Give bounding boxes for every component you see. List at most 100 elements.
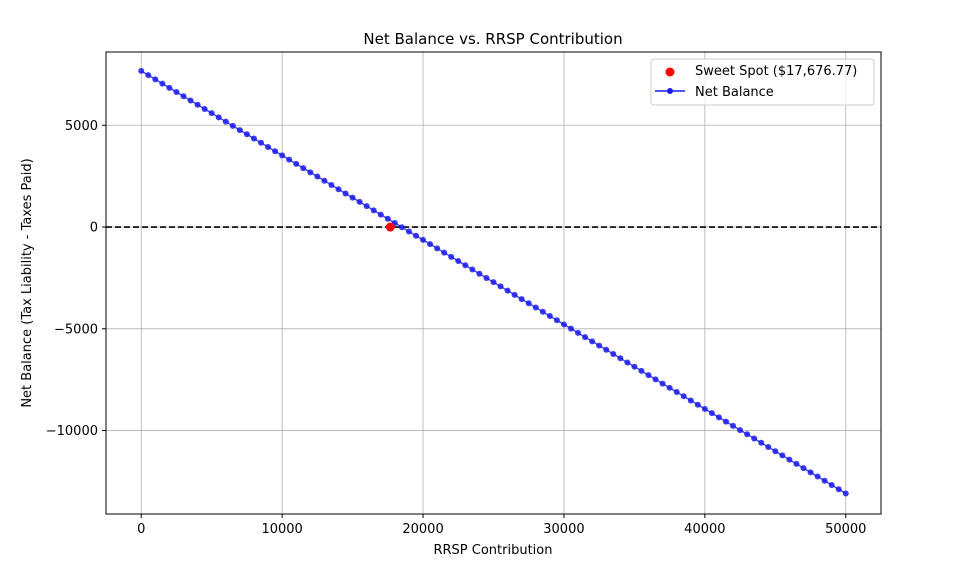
net-balance-point [293, 160, 300, 167]
plot-area [105, 51, 882, 515]
net-balance-point [687, 397, 694, 404]
net-balance-point [511, 291, 518, 298]
net-balance-point [539, 308, 546, 315]
net-balance-point [765, 443, 772, 450]
net-balance-point [546, 312, 553, 319]
net-balance-point [180, 93, 187, 100]
legend: Sweet Spot ($17,676.77) Net Balance [650, 58, 875, 106]
net-balance-point [194, 101, 201, 108]
net-balance-point [420, 236, 427, 243]
y-tick-label: −5000 [54, 322, 98, 337]
net-balance-point [490, 279, 497, 286]
x-tick-label: 30000 [543, 522, 584, 537]
legend-net-balance-point-swatch [667, 88, 673, 94]
net-balance-point [398, 224, 405, 231]
x-tick-label: 20000 [402, 522, 443, 537]
net-balance-point [455, 258, 462, 265]
x-gridlines [140, 52, 847, 514]
net-balance-point [413, 232, 419, 239]
net-balance-point [307, 169, 314, 176]
net-balance-point [652, 376, 659, 383]
net-balance-point [427, 241, 434, 248]
plot-frame [105, 51, 882, 515]
net-balance-point [469, 266, 476, 273]
net-balance-point [694, 401, 701, 408]
net-balance-point [363, 203, 370, 210]
net-balance-point [835, 486, 842, 493]
net-balance-point [300, 165, 307, 172]
net-balance-point [335, 186, 342, 193]
net-balance-point [279, 152, 286, 159]
net-balance-point [624, 359, 631, 366]
net-balance-point [321, 177, 328, 184]
y-axis-ticks: 5000 0 −5000 −10000 [46, 119, 106, 439]
net-balance-point [243, 131, 250, 138]
net-balance-point [356, 198, 363, 205]
net-balance-point [441, 249, 448, 256]
sweet-spot-marker [385, 222, 395, 232]
y-axis-label: Net Balance (Tax Liability - Taxes Paid) [20, 158, 35, 407]
net-balance-point [786, 456, 793, 463]
net-balance-point [701, 405, 708, 412]
net-balance-point [272, 148, 279, 155]
net-balance-point [715, 414, 722, 421]
net-balance-point [744, 431, 751, 438]
net-balance-point [568, 325, 574, 332]
x-tick-label: 40000 [684, 522, 725, 537]
net-balance-point [553, 317, 560, 324]
net-balance-point [349, 194, 356, 201]
net-balance-point [434, 245, 441, 252]
net-balance-point [673, 389, 680, 396]
net-balance-point [476, 270, 483, 277]
net-balance-point [215, 114, 222, 121]
net-balance-point [751, 435, 758, 442]
x-axis-label: RRSP Contribution [433, 543, 552, 558]
net-balance-point [638, 367, 645, 374]
net-balance-point [532, 304, 539, 311]
net-balance-point [807, 469, 814, 476]
net-balance-point [772, 448, 779, 455]
net-balance-point [377, 211, 384, 218]
net-balance-point [617, 355, 624, 362]
net-balance-point [730, 422, 737, 429]
net-balance-point [250, 135, 257, 142]
net-balance-point [405, 228, 412, 235]
net-balance-point [645, 372, 652, 379]
net-balance-point [582, 334, 589, 341]
net-balance-point [166, 84, 173, 91]
net-balance-point [187, 97, 194, 104]
net-balance-point [842, 490, 849, 497]
net-balance-point [793, 460, 800, 467]
net-balance-point [828, 481, 835, 488]
net-balance-point [286, 156, 293, 163]
x-tick-label: 10000 [261, 522, 302, 537]
y-tick-label: 0 [90, 221, 98, 236]
y-tick-label: −10000 [46, 424, 98, 439]
net-balance-point [800, 465, 807, 472]
x-tick-label: 0 [137, 522, 145, 537]
net-balance-point [236, 127, 243, 134]
net-balance-point [821, 477, 828, 484]
net-balance-point [201, 105, 208, 112]
net-balance-point [596, 342, 603, 349]
net-balance-point [758, 439, 765, 446]
net-balance-point [208, 110, 215, 117]
net-balance-point [173, 89, 180, 96]
legend-net-balance-label: Net Balance [695, 85, 774, 100]
x-axis-ticks: 0 10000 20000 30000 40000 50000 [137, 514, 866, 537]
net-balance-point [314, 173, 321, 180]
legend-box [650, 58, 875, 106]
net-balance-point [145, 72, 152, 79]
net-balance-points [138, 67, 849, 497]
net-balance-point [152, 76, 159, 83]
net-balance-point [258, 139, 264, 146]
net-balance-point [370, 207, 377, 214]
net-balance-point [575, 329, 582, 336]
net-balance-point [560, 321, 567, 328]
net-balance-point [723, 418, 729, 425]
net-balance-point [631, 363, 638, 370]
net-balance-point [589, 338, 596, 345]
net-balance-point [708, 410, 715, 417]
net-balance-point [384, 215, 391, 222]
